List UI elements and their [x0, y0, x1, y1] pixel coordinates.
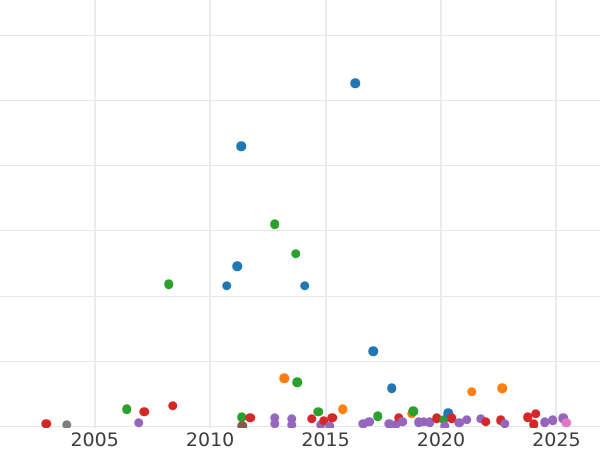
plot-area [0, 0, 600, 428]
data-point-orange [279, 373, 289, 384]
data-point-purple [413, 417, 424, 427]
data-point-blue [350, 78, 361, 89]
data-point-purple [475, 414, 486, 424]
data-point-red [245, 412, 255, 423]
data-point-red [523, 412, 533, 422]
data-point-green [270, 219, 280, 230]
data-point-purple [133, 418, 144, 428]
data-point-blue [232, 261, 242, 271]
data-point-green [164, 279, 174, 290]
x-tick-label-2005: 2005 [70, 429, 119, 450]
data-point-blue [222, 281, 232, 291]
data-point-green [290, 249, 301, 259]
data-point-purple [270, 412, 280, 423]
data-point-red [481, 416, 491, 427]
data-point-purple [425, 417, 435, 427]
data-point-orange [466, 386, 477, 397]
x-tick-label-2015: 2015 [301, 429, 350, 450]
data-point-purple [286, 420, 297, 428]
x-gridline [93, 0, 96, 428]
data-point-purple [364, 416, 375, 427]
data-point-pink [561, 418, 572, 428]
x-gridline [555, 0, 558, 428]
data-point-purple [419, 416, 429, 427]
data-point-brown [237, 420, 248, 428]
data-point-purple [384, 418, 395, 428]
x-gridline [324, 0, 327, 428]
data-point-green [313, 407, 324, 417]
data-point-red [319, 416, 329, 426]
data-point-blue [368, 346, 379, 356]
data-point-red [306, 414, 317, 424]
data-point-red [446, 413, 457, 424]
data-point-purple [270, 418, 280, 428]
data-point-purple [540, 417, 550, 427]
data-point-green [439, 414, 449, 425]
data-point-purple [391, 420, 401, 428]
data-point-red [168, 401, 178, 411]
data-point-blue [236, 141, 246, 151]
data-point-purple [286, 414, 297, 424]
data-point-red [431, 413, 442, 424]
data-point-purple [325, 420, 335, 428]
x-gridline [439, 0, 442, 428]
data-point-orange [337, 404, 348, 414]
data-point-red [529, 419, 539, 428]
data-point-purple [454, 418, 464, 428]
y-gridline [0, 361, 600, 363]
data-point-red [41, 418, 51, 428]
data-point-gray [61, 420, 72, 428]
data-point-blue [300, 281, 310, 291]
data-point-green [236, 412, 247, 422]
data-point-red [327, 412, 337, 423]
x-gridline [209, 0, 212, 428]
x-tick-label-2020: 2020 [416, 429, 466, 450]
y-gridline [0, 295, 600, 297]
y-gridline [0, 34, 600, 36]
data-point-blue [386, 383, 397, 394]
x-tick-label-2025: 2025 [532, 429, 581, 450]
data-point-purple [397, 416, 408, 427]
data-point-green [292, 377, 303, 388]
data-point-green [122, 404, 132, 414]
data-point-orange [497, 383, 507, 394]
data-point-red [531, 409, 541, 419]
data-point-purple [358, 418, 369, 428]
data-point-blue [443, 408, 454, 418]
data-point-purple [500, 418, 510, 428]
x-tick-label-2010: 2010 [185, 429, 235, 450]
y-gridline [0, 426, 600, 428]
data-point-green [372, 411, 383, 422]
data-point-purple [548, 415, 558, 426]
data-point-purple [461, 414, 472, 425]
y-gridline [0, 99, 600, 101]
y-gridline [0, 165, 600, 167]
y-gridline [0, 230, 600, 232]
data-point-green [408, 406, 418, 416]
data-point-red [139, 407, 149, 417]
data-point-purple [440, 420, 450, 428]
